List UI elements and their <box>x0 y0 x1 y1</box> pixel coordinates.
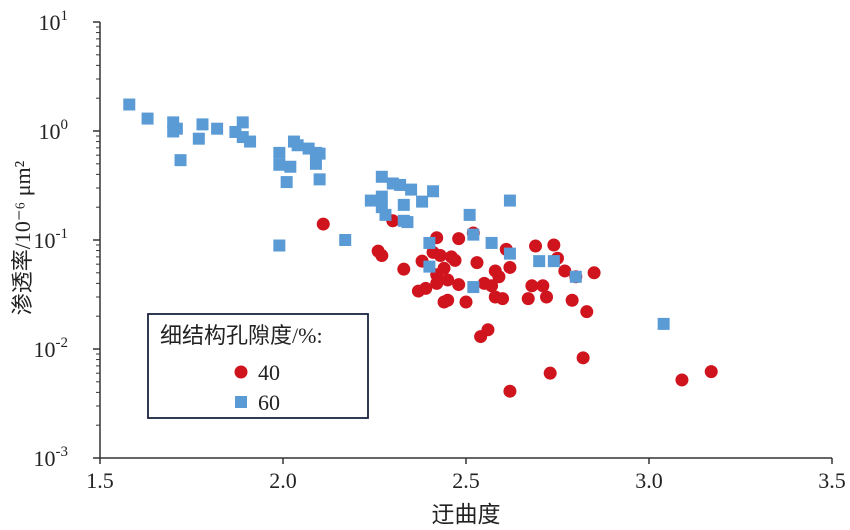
point-60 <box>141 112 154 125</box>
y-tick-label: 101 <box>39 8 69 35</box>
point-40 <box>580 305 594 319</box>
point-40 <box>397 262 411 276</box>
point-60 <box>405 183 418 196</box>
legend-marker-60 <box>235 396 247 408</box>
point-40 <box>521 292 535 306</box>
point-60 <box>273 158 286 171</box>
point-60 <box>291 139 304 152</box>
point-40 <box>316 217 330 231</box>
point-60 <box>273 146 286 159</box>
point-60 <box>170 122 183 135</box>
point-40 <box>536 279 550 293</box>
point-40 <box>452 232 466 246</box>
point-60 <box>280 176 293 189</box>
point-60 <box>244 135 257 148</box>
x-axis-label: 迂曲度 <box>432 502 501 527</box>
series-40 <box>316 214 718 398</box>
legend-label-60: 60 <box>258 390 280 415</box>
x-tick-label: 2.5 <box>452 468 480 493</box>
point-40 <box>419 281 433 295</box>
point-40 <box>704 365 718 379</box>
point-60 <box>463 208 476 221</box>
point-40 <box>448 253 462 267</box>
point-40 <box>558 264 572 278</box>
point-60 <box>467 228 480 241</box>
point-60 <box>423 236 436 249</box>
point-40 <box>485 279 499 293</box>
point-40 <box>503 260 517 274</box>
legend-marker-40 <box>234 365 248 379</box>
point-60 <box>394 178 407 191</box>
point-40 <box>375 249 389 263</box>
point-60 <box>397 198 410 211</box>
point-60 <box>123 98 136 111</box>
point-40 <box>587 266 601 280</box>
y-tick-label: 10-3 <box>34 444 69 471</box>
y-axis-label: 渗透率/10⁻⁶ μm² <box>10 160 35 315</box>
point-60 <box>533 255 546 268</box>
point-40 <box>529 239 543 253</box>
y-tick-label: 10-2 <box>34 335 69 362</box>
point-60 <box>547 255 560 268</box>
point-40 <box>481 323 495 337</box>
point-60 <box>309 157 322 170</box>
point-40 <box>492 270 506 284</box>
point-60 <box>503 194 516 207</box>
point-60 <box>313 173 326 186</box>
point-60 <box>375 190 388 203</box>
legend-box <box>147 313 369 419</box>
point-60 <box>273 239 286 252</box>
point-40 <box>452 278 466 292</box>
point-40 <box>441 293 455 307</box>
point-40 <box>430 276 444 290</box>
point-40 <box>496 292 510 306</box>
point-60 <box>375 170 388 183</box>
point-40 <box>437 261 451 275</box>
point-60 <box>364 194 377 207</box>
point-60 <box>196 118 209 131</box>
point-60 <box>416 195 429 208</box>
point-60 <box>339 234 352 246</box>
point-40 <box>565 293 579 307</box>
point-60 <box>657 317 670 330</box>
point-60 <box>174 154 187 167</box>
x-tick-label: 2.0 <box>269 468 297 493</box>
point-60 <box>503 247 516 260</box>
y-tick-label: 100 <box>39 117 69 144</box>
point-60 <box>236 116 249 129</box>
point-40 <box>525 279 539 293</box>
point-60 <box>423 260 436 273</box>
x-tick-label: 3.5 <box>818 468 846 493</box>
legend-title: 细结构孔隙度/%: <box>160 323 323 348</box>
point-60 <box>313 147 326 160</box>
point-40 <box>503 384 517 398</box>
point-60 <box>284 160 297 173</box>
point-40 <box>459 295 473 309</box>
point-60 <box>192 132 205 145</box>
point-60 <box>401 216 414 229</box>
point-60 <box>211 122 224 135</box>
point-40 <box>576 351 590 365</box>
point-40 <box>441 273 455 287</box>
chart-ticks: 1.5 2.0 2.5 3.0 3.5 10-3 10-2 10-1 100 101 <box>34 8 846 493</box>
x-tick-label: 1.5 <box>86 468 114 493</box>
series-60 <box>123 98 670 330</box>
point-40 <box>470 256 484 270</box>
x-tick-label: 3.0 <box>635 468 663 493</box>
point-40 <box>433 249 447 263</box>
point-60 <box>379 208 392 221</box>
point-40 <box>543 366 557 380</box>
point-60 <box>569 270 582 283</box>
point-40 <box>675 373 689 387</box>
chart-marks <box>123 98 718 398</box>
legend: 细结构孔隙度/%: 40 60 <box>147 313 369 419</box>
point-60 <box>427 185 440 198</box>
legend-label-40: 40 <box>258 360 280 385</box>
point-60 <box>467 281 480 294</box>
point-60 <box>485 236 498 249</box>
point-40 <box>540 290 554 304</box>
point-40 <box>547 238 561 252</box>
y-tick-label: 10-1 <box>34 226 69 253</box>
